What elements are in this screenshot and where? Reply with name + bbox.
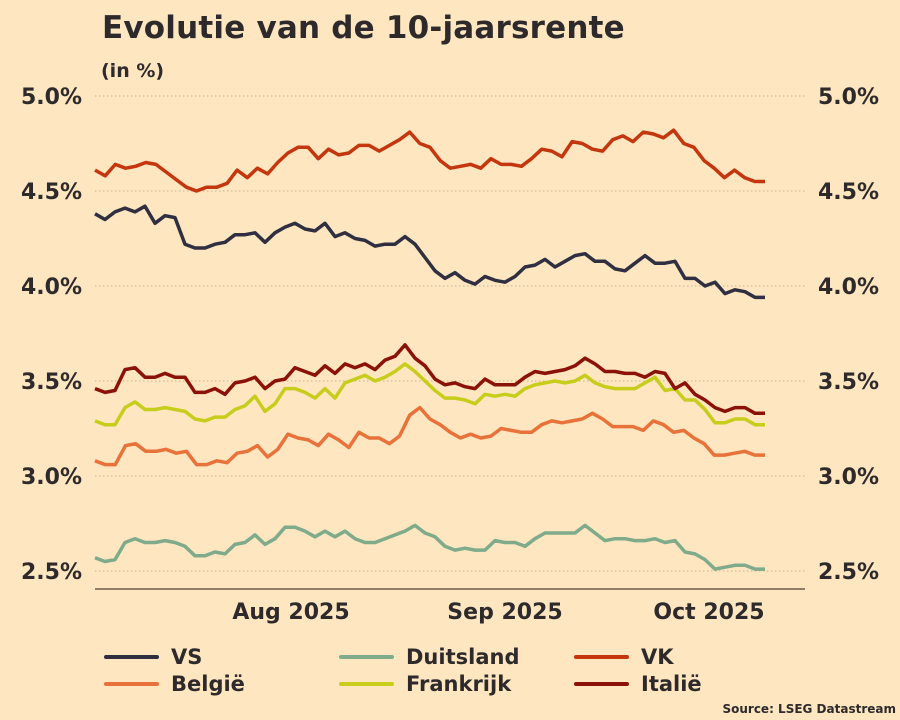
y-axis-left: 2.5% 3.0% 3.5% 4.0% 4.5% 5.0%: [21, 85, 82, 585]
y-tick-label-right: 5.0%: [818, 85, 879, 110]
y-tick-label-left: 4.0%: [21, 275, 82, 300]
series-line-belgie: [94, 405, 765, 467]
y-tick-label-right: 4.5%: [818, 180, 879, 205]
legend-swatch: [339, 681, 394, 686]
y-tick-label-left: 5.0%: [21, 85, 82, 110]
legend-label: Italië: [641, 671, 702, 696]
chart-title: Evolutie van de 10-jaarsrente: [102, 10, 625, 46]
legend: VS Duitsland VK België Frankrijk Italië: [104, 643, 724, 697]
series-line-italie: [94, 343, 765, 416]
y-tick-label-right: 3.0%: [818, 465, 879, 490]
series-line-vk: [94, 128, 765, 193]
y-tick-label-left: 3.5%: [21, 370, 82, 395]
y-tick-label-left: 2.5%: [21, 560, 82, 585]
series-line-duitsland: [94, 523, 765, 571]
legend-item: België: [104, 670, 339, 697]
y-tick-label-left: 3.0%: [21, 465, 82, 490]
y-tick-label-right: 4.0%: [818, 275, 879, 300]
source-note: Source: LSEG Datastream: [722, 702, 896, 716]
y-tick-label-right: 3.5%: [818, 370, 879, 395]
series-line-vs: [94, 204, 765, 300]
series-line-frankrijk: [94, 362, 765, 427]
legend-swatch: [574, 654, 629, 659]
legend-item: VK: [574, 643, 724, 670]
y-tick-label-right: 2.5%: [818, 560, 879, 585]
legend-label: België: [171, 671, 245, 696]
legend-item: VS: [104, 643, 339, 670]
x-tick-label: Oct 2025: [653, 600, 764, 625]
legend-swatch: [104, 681, 159, 686]
y-axis-right: 2.5% 3.0% 3.5% 4.0% 4.5% 5.0%: [818, 85, 879, 585]
legend-swatch: [574, 681, 629, 686]
legend-swatch: [339, 654, 394, 659]
legend-item: Frankrijk: [339, 670, 574, 697]
x-tick-label: Aug 2025: [232, 600, 349, 625]
legend-swatch: [104, 654, 159, 659]
legend-item: Italië: [574, 670, 724, 697]
y-tick-label-left: 4.5%: [21, 180, 82, 205]
legend-label: Frankrijk: [406, 671, 512, 696]
x-tick-label: Sep 2025: [447, 600, 562, 625]
x-axis-ticks: Aug 2025 Sep 2025 Oct 2025: [232, 600, 764, 625]
series-lines: [94, 128, 765, 571]
legend-label: VK: [641, 644, 674, 669]
chart-subtitle: (in %): [101, 60, 165, 82]
legend-label: VS: [171, 644, 203, 669]
legend-label: Duitsland: [406, 644, 520, 669]
legend-item: Duitsland: [339, 643, 574, 670]
